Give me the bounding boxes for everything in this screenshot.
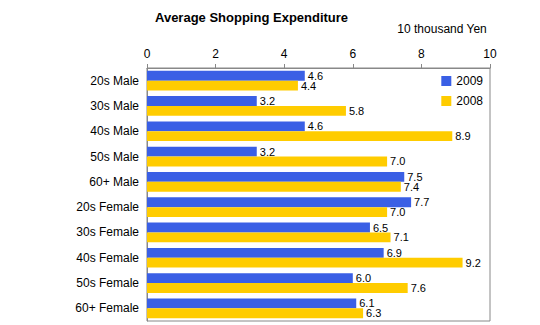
svg-text:8: 8 [418,47,425,61]
svg-text:9.2: 9.2 [466,257,481,269]
svg-text:3.2: 3.2 [260,146,275,158]
svg-text:7.4: 7.4 [404,181,419,193]
svg-text:40s Female: 40s Female [76,251,139,265]
svg-text:4.6: 4.6 [307,69,324,82]
svg-text:40s Male: 40s Male [90,124,139,138]
svg-text:7.5: 7.5 [407,170,423,183]
svg-text:60+ Male: 60+ Male [89,175,139,189]
svg-text:3.2: 3.2 [260,95,275,107]
svg-text:60+ Female: 60+ Female [75,301,139,315]
svg-text:Average Shopping Expenditure: Average Shopping Expenditure [155,10,348,25]
svg-text:4: 4 [281,47,288,61]
svg-text:2: 2 [212,47,219,61]
svg-text:50s Female: 50s Female [76,276,139,290]
svg-text:30s Male: 30s Male [90,99,139,113]
svg-text:7.6: 7.6 [411,282,426,294]
svg-text:0: 0 [144,47,151,61]
svg-text:5.8: 5.8 [349,105,364,117]
svg-text:7.0: 7.0 [390,206,405,218]
svg-text:30s Female: 30s Female [76,225,139,239]
svg-text:10 thousand Yen: 10 thousand Yen [397,22,486,36]
svg-text:6.0: 6.0 [356,272,371,284]
svg-text:7.0: 7.0 [390,155,405,167]
svg-text:20s Female: 20s Female [76,200,139,214]
svg-text:50s Male: 50s Male [90,150,139,164]
svg-text:6.3: 6.3 [366,307,381,319]
svg-text:20s Male: 20s Male [90,74,139,88]
svg-text:4.6: 4.6 [308,120,323,132]
svg-text:4.4: 4.4 [301,80,316,92]
svg-text:8.9: 8.9 [455,130,470,142]
svg-text:2009: 2009 [456,74,483,88]
svg-text:6.1: 6.1 [359,297,375,310]
svg-text:2008: 2008 [456,94,483,108]
svg-text:7.7: 7.7 [414,196,429,208]
svg-text:6: 6 [349,47,356,61]
svg-text:7.1: 7.1 [394,231,409,243]
svg-text:6.5: 6.5 [373,222,388,234]
svg-text:10: 10 [483,47,497,61]
svg-text:6.9: 6.9 [387,247,402,259]
